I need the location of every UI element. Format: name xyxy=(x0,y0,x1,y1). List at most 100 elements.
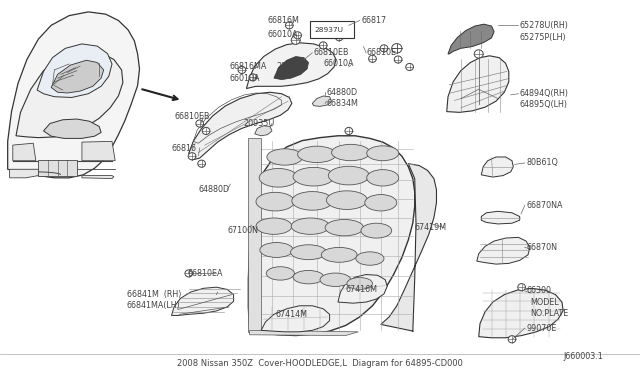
Polygon shape xyxy=(10,169,38,178)
Polygon shape xyxy=(477,237,530,264)
Text: 66300: 66300 xyxy=(526,286,551,295)
Ellipse shape xyxy=(367,146,399,161)
Text: 66870NA: 66870NA xyxy=(526,201,563,210)
Ellipse shape xyxy=(356,252,384,265)
Polygon shape xyxy=(51,60,104,93)
Text: 66870N: 66870N xyxy=(526,243,557,252)
Ellipse shape xyxy=(508,336,516,343)
Ellipse shape xyxy=(326,191,367,209)
Polygon shape xyxy=(248,138,261,332)
Polygon shape xyxy=(481,211,520,224)
Text: 64880D: 64880D xyxy=(326,88,358,97)
Polygon shape xyxy=(447,56,509,112)
Text: 20935U: 20935U xyxy=(243,119,275,128)
Text: 67419M: 67419M xyxy=(415,223,447,232)
Ellipse shape xyxy=(328,166,369,185)
Text: 67100N: 67100N xyxy=(227,226,258,235)
FancyBboxPatch shape xyxy=(310,21,354,38)
Polygon shape xyxy=(338,275,387,303)
Text: 66810EB: 66810EB xyxy=(314,48,349,57)
Ellipse shape xyxy=(321,247,357,262)
Ellipse shape xyxy=(256,192,294,211)
Polygon shape xyxy=(172,287,234,315)
Ellipse shape xyxy=(518,283,525,291)
Text: 66816M: 66816M xyxy=(268,16,300,25)
Ellipse shape xyxy=(361,223,392,238)
Ellipse shape xyxy=(474,50,483,58)
Ellipse shape xyxy=(332,144,370,161)
Text: 66010A: 66010A xyxy=(268,30,298,39)
Polygon shape xyxy=(44,119,101,138)
Ellipse shape xyxy=(188,153,196,160)
Ellipse shape xyxy=(291,218,330,234)
Text: 28937U: 28937U xyxy=(276,62,308,71)
Ellipse shape xyxy=(294,32,301,39)
Text: 66810EB: 66810EB xyxy=(174,112,209,121)
Ellipse shape xyxy=(392,44,402,53)
Polygon shape xyxy=(38,160,77,176)
Text: 66841M  (RH): 66841M (RH) xyxy=(127,290,181,299)
Ellipse shape xyxy=(267,149,303,165)
Ellipse shape xyxy=(198,160,205,167)
Ellipse shape xyxy=(319,42,327,49)
Text: 66817: 66817 xyxy=(362,16,387,25)
Ellipse shape xyxy=(298,146,336,163)
Text: 99070E: 99070E xyxy=(526,324,556,333)
Ellipse shape xyxy=(293,270,324,284)
Polygon shape xyxy=(37,44,112,97)
Polygon shape xyxy=(82,141,115,161)
Text: 65278U(RH): 65278U(RH) xyxy=(520,21,568,30)
Text: 64894Q(RH): 64894Q(RH) xyxy=(520,89,569,98)
Polygon shape xyxy=(248,136,415,336)
Ellipse shape xyxy=(202,127,210,135)
Text: 66816: 66816 xyxy=(172,144,196,153)
Ellipse shape xyxy=(260,243,293,257)
Ellipse shape xyxy=(291,245,326,260)
Text: 66841MA(LH): 66841MA(LH) xyxy=(127,301,180,310)
Polygon shape xyxy=(261,306,330,332)
Text: 80B61Q: 80B61Q xyxy=(526,158,558,167)
Polygon shape xyxy=(189,92,292,160)
Polygon shape xyxy=(479,288,563,338)
Ellipse shape xyxy=(185,270,193,277)
Ellipse shape xyxy=(285,22,293,29)
Ellipse shape xyxy=(196,120,204,127)
Polygon shape xyxy=(381,164,436,332)
Ellipse shape xyxy=(380,45,388,52)
Polygon shape xyxy=(13,143,36,161)
Text: 66834M: 66834M xyxy=(326,99,358,108)
Text: 65275P(LH): 65275P(LH) xyxy=(520,33,566,42)
Ellipse shape xyxy=(292,192,333,210)
Ellipse shape xyxy=(345,127,353,135)
Ellipse shape xyxy=(367,170,399,186)
Ellipse shape xyxy=(347,278,372,289)
Text: 66810E: 66810E xyxy=(366,48,396,57)
Text: 67414M: 67414M xyxy=(275,310,307,319)
Ellipse shape xyxy=(320,273,351,286)
Ellipse shape xyxy=(293,167,334,186)
Ellipse shape xyxy=(249,74,257,81)
Text: 2008 Nissan 350Z  Cover-HOODLEDGE,L  Diagram for 64895-CD000: 2008 Nissan 350Z Cover-HOODLEDGE,L Diagr… xyxy=(177,359,463,368)
Text: J660003.1: J660003.1 xyxy=(563,352,603,361)
Ellipse shape xyxy=(365,195,397,211)
Ellipse shape xyxy=(266,267,294,280)
Ellipse shape xyxy=(369,55,376,62)
Polygon shape xyxy=(255,126,272,136)
Ellipse shape xyxy=(259,169,298,187)
Text: 66010A: 66010A xyxy=(324,60,355,68)
Polygon shape xyxy=(448,24,494,54)
Text: 64880D: 64880D xyxy=(198,185,230,194)
Polygon shape xyxy=(16,51,123,138)
Polygon shape xyxy=(481,157,513,177)
Text: NO.PLATE: NO.PLATE xyxy=(530,309,568,318)
Ellipse shape xyxy=(291,36,300,44)
Ellipse shape xyxy=(335,33,343,41)
Ellipse shape xyxy=(256,218,292,234)
Polygon shape xyxy=(274,57,308,80)
Text: 66010A: 66010A xyxy=(229,74,260,83)
Polygon shape xyxy=(312,96,332,106)
Text: 66816MA: 66816MA xyxy=(229,62,266,71)
Ellipse shape xyxy=(325,219,364,236)
Ellipse shape xyxy=(406,63,413,71)
Text: 28937U: 28937U xyxy=(315,27,344,33)
